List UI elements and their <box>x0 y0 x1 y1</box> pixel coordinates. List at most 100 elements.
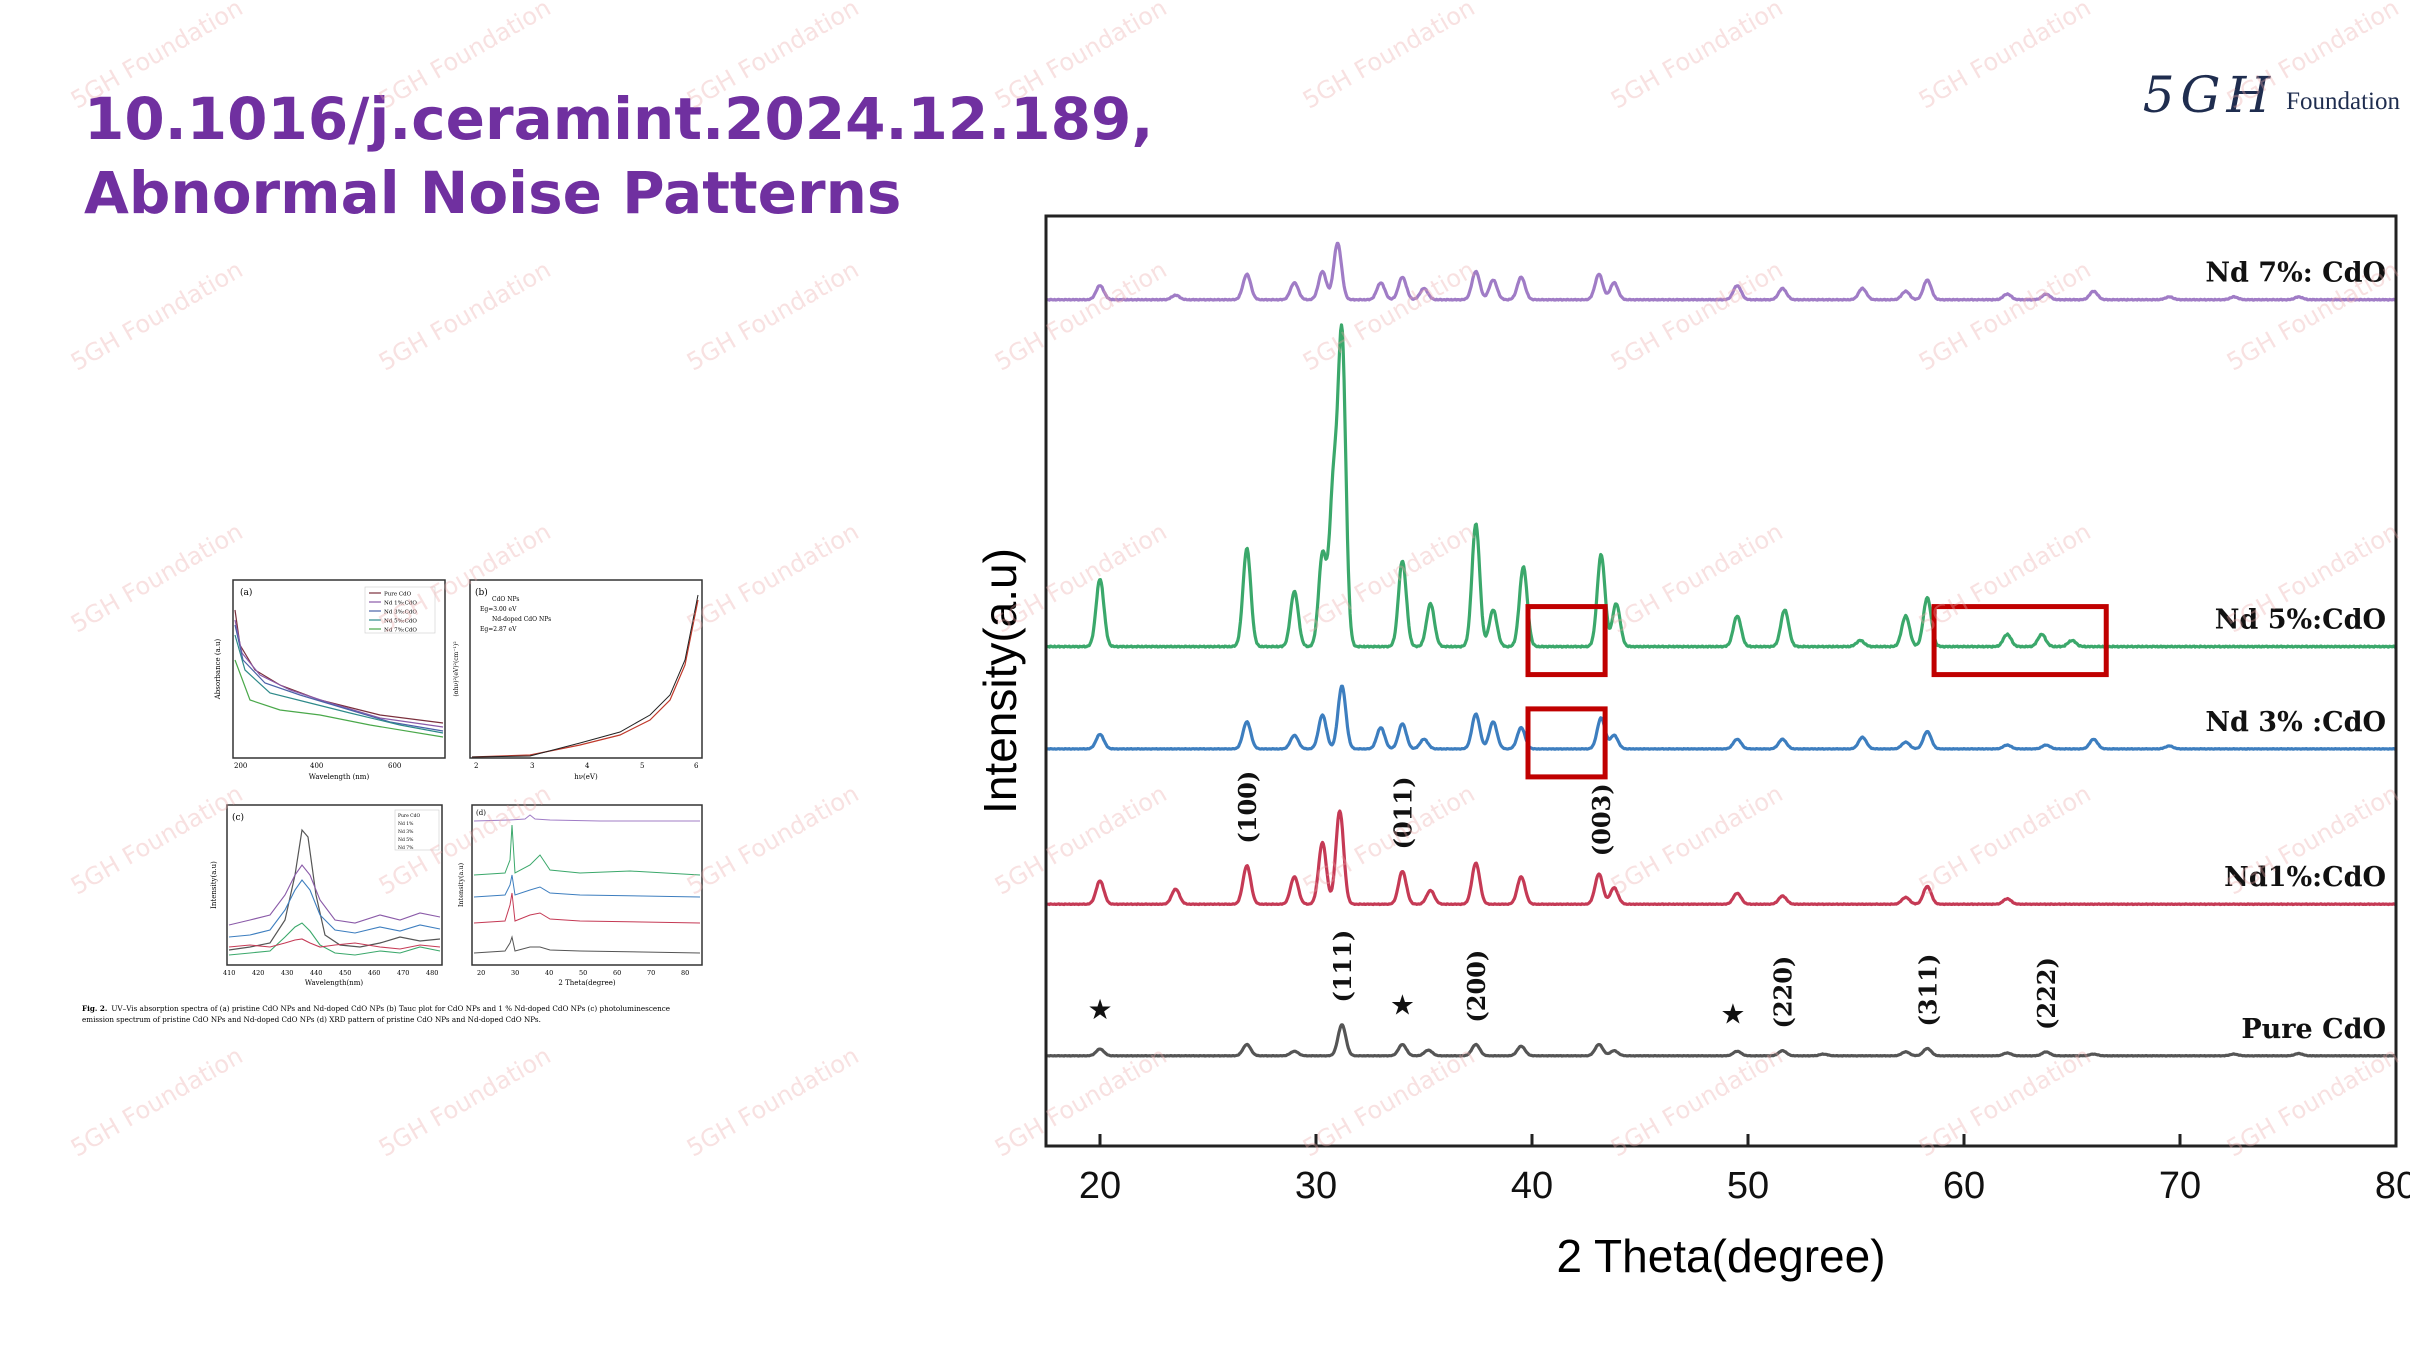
series-line-4 <box>1045 809 2397 907</box>
panel-b-tick-4: 5 <box>640 762 644 770</box>
panel-d: (d) 20 30 40 50 60 70 80 2 Theta(degree)… <box>457 804 703 987</box>
logo-mark: 5GH <box>2142 66 2277 124</box>
panel-b-legend-2: Nd-doped CdO NPs <box>492 616 551 623</box>
series-label-1: Nd 7%: CdO <box>2205 258 2386 289</box>
panel-b-tick-3: 4 <box>585 762 590 770</box>
panel-c-tick-7: 470 <box>397 969 409 977</box>
x-tick-label-6: 70 <box>2159 1165 2201 1207</box>
panel-a-ylabel: Absorbance (a.u) <box>214 638 222 700</box>
panel-c-legend-5: Nd 7% <box>398 845 414 851</box>
star-marker: ★ <box>1390 989 1415 1022</box>
peak-annotation-1: (100) <box>1233 771 1262 844</box>
panel-c-legend-2: Nd 1% <box>398 821 414 827</box>
x-tick-label-4: 50 <box>1727 1165 1769 1207</box>
peak-annotation-3: (003) <box>1587 783 1616 856</box>
noise-highlight-box-2 <box>1525 706 1608 780</box>
series-line-1 <box>1045 241 2397 302</box>
panel-b-tick-1: 2 <box>474 762 478 770</box>
annotation-layer: (100) (011) (003) (111) (200) (220) (311) (222)… <box>1087 771 2061 1031</box>
x-tick-label-7: 80 <box>2375 1165 2410 1207</box>
panel-a-legend-3: Nd 3%:CdO <box>384 610 417 616</box>
x-tick-label-3: 40 <box>1511 1165 1553 1207</box>
series-line-5 <box>1045 1023 2397 1058</box>
panel-a-legend-4: Nd 5%:CdO <box>384 619 417 625</box>
panel-c-tick-8: 480 <box>426 969 438 977</box>
series-line-3 <box>1045 684 2397 751</box>
panel-d-tick-1: 20 <box>477 969 485 977</box>
x-axis-label: 2 Theta(degree) <box>1556 1230 1885 1282</box>
title-line-1: 10.1016/j.ceramint.2024.12.189, <box>84 85 1154 153</box>
panel-c-tick-4: 440 <box>310 969 322 977</box>
figure-caption-line-2: emission spectrum of pristine CdO NPs an… <box>82 1015 541 1024</box>
x-tick-label-1: 20 <box>1079 1165 1121 1207</box>
figure-thumbnail: (a) Pure CdO Nd 1%:CdO Nd 3%:CdO Nd 5%:C… <box>82 579 703 1024</box>
panel-c-legend-4: Nd 5% <box>398 837 414 843</box>
watermark-text: 5GH Foundation <box>373 255 556 377</box>
panel-d-tick-3: 40 <box>545 969 553 977</box>
panel-b-label: (b) <box>475 587 488 598</box>
y-axis-label: Intensity(a.u) <box>974 548 1026 814</box>
x-tick-layer: 20 30 40 50 60 70 80 <box>1079 1134 2410 1207</box>
panel-a-legend-5: Nd 7%:CdO <box>384 628 417 634</box>
star-marker: ★ <box>1720 997 1745 1030</box>
xrd-chart: (100) (011) (003) (111) (200) (220) (311) (222)… <box>974 214 2410 1282</box>
watermark-text: 5GH Foundation <box>373 1041 556 1163</box>
panel-a-tick-1: 200 <box>234 762 247 770</box>
watermark-text: 5GH Foundation <box>1913 0 2096 115</box>
peak-annotation-6: (220) <box>1769 956 1798 1029</box>
noise-highlight-box-3 <box>1931 604 2109 678</box>
panel-a: (a) Pure CdO Nd 1%:CdO Nd 3%:CdO Nd 5%:C… <box>214 579 446 781</box>
peak-annotation-8: (222) <box>2032 957 2061 1030</box>
panel-c-tick-5: 450 <box>339 969 351 977</box>
panel-c-ylabel: Intensity(a.u) <box>210 861 218 909</box>
series-label-5: Pure CdO <box>2241 1014 2386 1045</box>
peak-annotation-5: (200) <box>1462 950 1491 1023</box>
panel-c-tick-1: 410 <box>223 969 235 977</box>
watermark-text: 5GH Foundation <box>1605 0 1788 115</box>
panel-d-xlabel: 2 Theta(degree) <box>558 979 615 987</box>
panel-c-label: (c) <box>232 812 244 823</box>
panel-c-tick-2: 420 <box>252 969 264 977</box>
watermark-text: 5GH Foundation <box>65 255 248 377</box>
panel-b-eg-2: Eg=2.87 eV <box>480 626 517 633</box>
peak-annotation-7: (311) <box>1913 954 1942 1027</box>
logo-text: Foundation <box>2286 88 2400 115</box>
star-marker: ★ <box>1087 993 1112 1026</box>
foundation-logo: 5GH Foundation <box>2143 66 2400 124</box>
panel-c-xlabel: Wavelength(nm) <box>305 979 363 987</box>
panel-a-tick-3: 600 <box>388 762 401 770</box>
panel-b-tick-2: 3 <box>530 762 534 770</box>
watermark-text: 5GH Foundation <box>681 1041 864 1163</box>
panel-c-legend-3: Nd 3% <box>398 829 414 835</box>
series-label-layer: Nd 7%: CdO Nd 5%:CdO Nd 3% :CdO Nd1%:CdO Pur… <box>2205 258 2386 1045</box>
panel-a-legend-1: Pure CdO <box>384 592 412 598</box>
plot-frame <box>1044 214 2398 1148</box>
peak-annotation-4: (111) <box>1328 930 1357 1003</box>
panel-c-tick-6: 460 <box>368 969 380 977</box>
series-line-2 <box>1045 323 2397 649</box>
peak-annotation-2: (011) <box>1388 777 1417 850</box>
watermark-text: 5GH Foundation <box>681 255 864 377</box>
panel-a-tick-2: 400 <box>310 762 323 770</box>
caption-text-1: UV–Vis absorption spectra of (a) pristin… <box>111 1004 670 1013</box>
slide-title: 10.1016/j.ceramint.2024.12.189, Abnormal… <box>84 82 1153 230</box>
panel-c-tick-3: 430 <box>281 969 293 977</box>
panel-b-ylabel: (αhν)²(eV)²(cm⁻¹)² <box>453 641 460 697</box>
series-label-3: Nd 3% :CdO <box>2205 707 2386 738</box>
panel-d-tick-4: 50 <box>579 969 587 977</box>
series-layer <box>1045 241 2397 1058</box>
panel-d-tick-7: 80 <box>681 969 689 977</box>
panel-d-label: (d) <box>476 809 486 817</box>
series-label-4: Nd1%:CdO <box>2224 862 2386 893</box>
panel-d-tick-2: 30 <box>511 969 519 977</box>
x-tick-label-2: 30 <box>1295 1165 1337 1207</box>
panel-b-xlabel: hν(eV) <box>574 773 598 781</box>
figure-caption-line-1: Fig. 2. UV–Vis absorption spectra of (a) … <box>82 1004 670 1013</box>
panel-d-ylabel: Intensity(a.u) <box>457 862 465 907</box>
panel-d-tick-5: 60 <box>613 969 621 977</box>
panel-d-tick-6: 70 <box>647 969 655 977</box>
series-label-2: Nd 5%:CdO <box>2215 605 2386 636</box>
panel-b: (b) CdO NPs Eg=3.00 eV Nd-doped CdO NPs … <box>453 579 703 781</box>
watermark-text: 5GH Foundation <box>65 1041 248 1163</box>
panel-a-legend-2: Nd 1%:CdO <box>384 601 417 607</box>
